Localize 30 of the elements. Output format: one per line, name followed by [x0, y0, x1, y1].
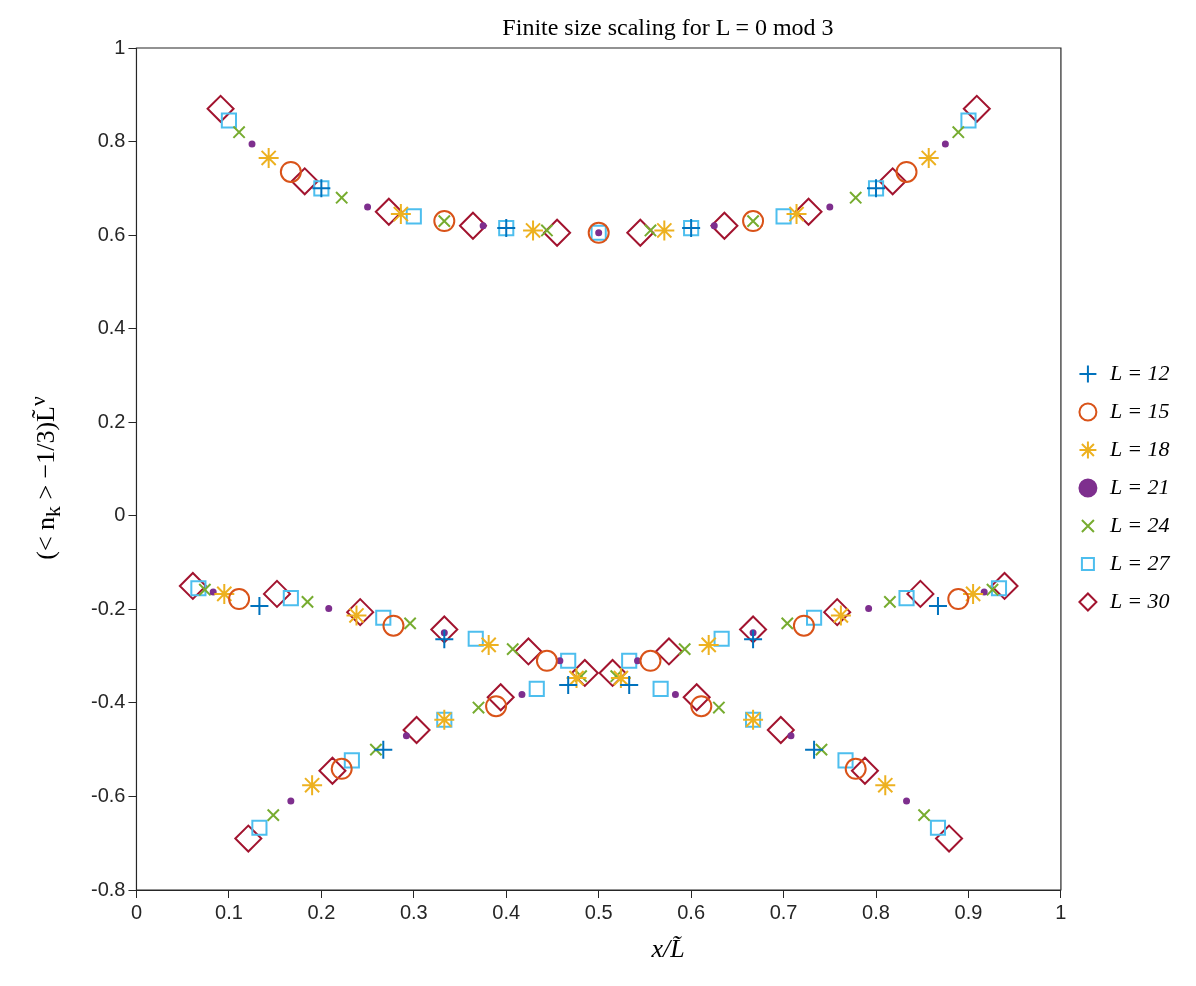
x-tick-label: 0.7: [769, 900, 798, 923]
legend-label: L = 27: [1108, 549, 1171, 575]
y-tick-label: 0.6: [97, 222, 126, 245]
x-tick-label: 0.5: [584, 900, 613, 923]
x-tick-label: 0.8: [862, 900, 890, 923]
chart-title: Finite size scaling for L = 0 mod 3: [501, 14, 835, 41]
y-tick-label: -0.8: [90, 877, 126, 900]
y-tick-label: -0.2: [90, 596, 126, 619]
x-tick-label: 0.9: [954, 900, 983, 923]
y-tick-label: 0: [114, 503, 126, 526]
x-tick-label: 0.2: [307, 900, 336, 923]
y-tick-label: -0.6: [90, 783, 126, 806]
x-tick-label: 0.4: [492, 900, 521, 923]
x-tick-label: 0.3: [399, 900, 428, 923]
x-axis-title: x/L̃: [650, 934, 686, 964]
legend-label: L = 12: [1108, 359, 1170, 385]
legend-label: L = 18: [1108, 435, 1170, 461]
legend-label: L = 15: [1108, 397, 1170, 423]
y-tick-label: 0.2: [97, 409, 126, 432]
x-tick-label: 1: [1055, 900, 1067, 923]
y-tick-label: 0.4: [97, 316, 126, 339]
y-tick-label: 1: [114, 35, 126, 58]
y-tick-label: 0.8: [97, 129, 126, 152]
x-tick-label: 0.1: [215, 900, 243, 923]
x-tick-label: 0.6: [677, 900, 706, 923]
legend-label: L = 24: [1108, 511, 1170, 537]
x-tick-label: 0: [130, 900, 143, 923]
legend-label: L = 30: [1108, 587, 1170, 613]
legend-label: L = 21: [1108, 473, 1170, 499]
y-tick-label: -0.4: [90, 690, 126, 713]
